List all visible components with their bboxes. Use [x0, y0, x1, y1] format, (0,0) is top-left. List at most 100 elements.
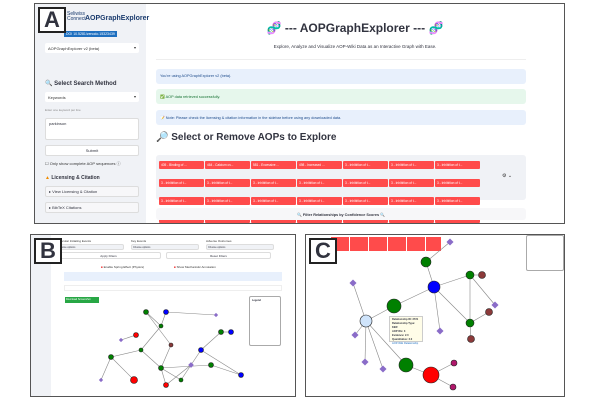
graph-node-chemical[interactable] [436, 327, 444, 335]
graph-node-mie[interactable] [465, 318, 475, 328]
download-button[interactable]: Download Screenshot [65, 297, 99, 303]
aop-multiselect[interactable]: 405 - Binding of ... 464 - Calcium ov... 5… [156, 155, 526, 223]
aop-tag[interactable]: 3 - Inhibition of t... [435, 161, 480, 169]
graph-node-organ[interactable] [467, 335, 475, 343]
aop-tag[interactable]: 405 - Binding of ... [159, 161, 204, 169]
aop-tag[interactable]: 3 - Inhibition of t... [159, 179, 204, 187]
graph-node-mie[interactable] [178, 377, 184, 383]
graph-node-ao[interactable] [130, 376, 138, 384]
search-method-select[interactable]: Keywords [45, 92, 139, 102]
graph-node-mie[interactable] [138, 347, 144, 353]
graph-node-chemical[interactable] [98, 377, 104, 383]
expander-label: BibTeX Citations [52, 205, 82, 210]
graph-info-alert [64, 272, 282, 281]
toggle-label: Enable Spring Effect (Physics) [103, 265, 145, 269]
graph-node-chemical[interactable] [446, 238, 454, 246]
graph-expander[interactable] [64, 285, 282, 291]
graph-node-ao[interactable] [163, 382, 169, 388]
aop-tag[interactable]: 3 - Inhibition of t... [251, 179, 296, 187]
graph-node-ke[interactable] [228, 329, 234, 335]
aop-tag[interactable]: 3 - Inhibition of t... [389, 179, 434, 187]
only-complete-checkbox[interactable]: ☐ Only show complete AOP sequences ⓘ [45, 161, 121, 166]
graph-node-organ[interactable] [478, 271, 486, 279]
graph-node-#cfe4fb[interactable] [359, 314, 373, 328]
graph-node-organ[interactable] [168, 342, 174, 348]
filter-select[interactable]: Choose options [206, 244, 274, 250]
warning-icon: ▲ [45, 175, 50, 181]
graph-node-mie[interactable] [218, 329, 224, 335]
graph-node-mie[interactable] [420, 256, 432, 268]
aop-tag[interactable]: 581 - Excessive ... [251, 161, 296, 169]
keyword-input[interactable]: parkinson [45, 118, 139, 140]
graph-node-#b0186b[interactable] [449, 383, 457, 391]
graph-node-mie[interactable] [208, 362, 214, 368]
mechanistic-toggle[interactable]: ■ Show Mechanistic Annotation [174, 265, 216, 269]
confidence-filter-expander[interactable]: 🔍 Filter Relationships by Confidence Sco… [156, 208, 526, 220]
graph-edge [140, 325, 162, 351]
aop-tag[interactable]: 498 - Increased ... [297, 161, 342, 169]
graph-node-mie[interactable] [386, 298, 402, 314]
tooltip-link[interactable]: AOP-Wiki Relationship [392, 342, 419, 345]
aop-tag[interactable]: 3 - Inhibition of t... [159, 197, 204, 205]
expander-label: Filter Relationships by Confidence Score… [302, 213, 380, 217]
aop-tag[interactable]: 3 - Inhibition of t... [343, 197, 388, 205]
main-content: 🧬 --- AOPGraphExplorer --- 🧬 Explore, An… [146, 4, 564, 223]
submit-button[interactable]: Submit [45, 145, 139, 156]
graph-node-organ[interactable] [485, 308, 493, 316]
graph-node-mie[interactable] [158, 323, 164, 329]
network-graph[interactable] [71, 300, 251, 395]
aop-tag[interactable]: 3 - Inhibition of t... [205, 179, 250, 187]
divider [156, 59, 526, 60]
graph-node-chemical[interactable] [351, 331, 359, 339]
graph-node-ke[interactable] [238, 372, 244, 378]
graph-node-chemical[interactable] [379, 365, 387, 373]
physics-toggle[interactable]: ■ Enable Spring Effect (Physics) [101, 265, 145, 269]
aop-tag[interactable]: 3 - Inhibition of t... [251, 197, 296, 205]
graph-node-mie[interactable] [398, 357, 414, 373]
graph-node-chemical[interactable] [118, 337, 124, 343]
reset-filters-button[interactable]: Reset Filters [166, 252, 271, 259]
aop-tag[interactable]: 464 - Calcium ov... [205, 161, 250, 169]
aop-tag[interactable]: 3 - Inhibition of t... [297, 197, 342, 205]
version-select[interactable]: AOPGraphExplorer v2 (beta) [45, 43, 139, 53]
graph-node-chemical[interactable] [213, 312, 219, 318]
aop-tag[interactable]: 3 - Inhibition of t... [435, 179, 480, 187]
aop-tag[interactable]: 3 - Inhibition of t... [343, 179, 388, 187]
doi-badge[interactable]: DOI 10.5281/zenodo.15323439 [64, 31, 117, 37]
aop-tag[interactable]: 3 - Inhibition of t... [297, 179, 342, 187]
aop-tag[interactable]: 3 - Inhibition of t... [343, 161, 388, 169]
licensing-expander[interactable]: ▸ View Licensing & Citation [45, 186, 139, 197]
graph-node-mie[interactable] [143, 309, 149, 315]
expander-label: View Licensing & Citation [52, 189, 98, 194]
settings-icon[interactable]: ⚙ ⌄ [502, 173, 513, 179]
success-alert: ✅ AOP data retrieved successfully. [156, 89, 526, 104]
graph-node-mie[interactable] [465, 270, 475, 280]
graph-edge [433, 274, 471, 288]
graph-node-#b0186b[interactable] [450, 359, 458, 367]
graph-edge [160, 364, 212, 369]
graph-node-ao[interactable] [422, 366, 440, 384]
graph-edge [145, 311, 172, 346]
graph-node-ke[interactable] [427, 280, 441, 294]
graph-node-ke[interactable] [198, 347, 204, 353]
graph-node-chemical[interactable] [349, 279, 357, 287]
aop-tag[interactable]: 3 - Inhibition of t... [205, 197, 250, 205]
graph-node-chemical[interactable] [361, 358, 369, 366]
bibtex-expander[interactable]: ▸ BibTeX Citations [45, 202, 139, 213]
graph-node-ao[interactable] [133, 332, 139, 338]
network-graph-zoomed[interactable] [306, 235, 565, 397]
graph-node-ke[interactable] [163, 309, 169, 315]
graph-node-mie[interactable] [108, 354, 114, 360]
aop-tag[interactable]: 3 - Inhibition of t... [389, 197, 434, 205]
graph-node-chemical[interactable] [188, 362, 194, 368]
graph-node-mie[interactable] [158, 365, 164, 371]
sidebar: Seliwiss Connect AOPGraphExplorer DOI 10… [35, 4, 149, 223]
filter-select[interactable]: Choose options [131, 244, 199, 250]
apply-filters-button[interactable]: Apply Filters [56, 252, 161, 259]
filter-select[interactable]: Choose options [56, 244, 124, 250]
graph-node-chemical[interactable] [491, 301, 499, 309]
aop-tag[interactable]: 3 - Inhibition of t... [435, 197, 480, 205]
checkbox-label: Only show complete AOP sequences [49, 161, 116, 166]
panel-label: C [309, 238, 337, 264]
aop-tag[interactable]: 3 - Inhibition of t... [389, 161, 434, 169]
